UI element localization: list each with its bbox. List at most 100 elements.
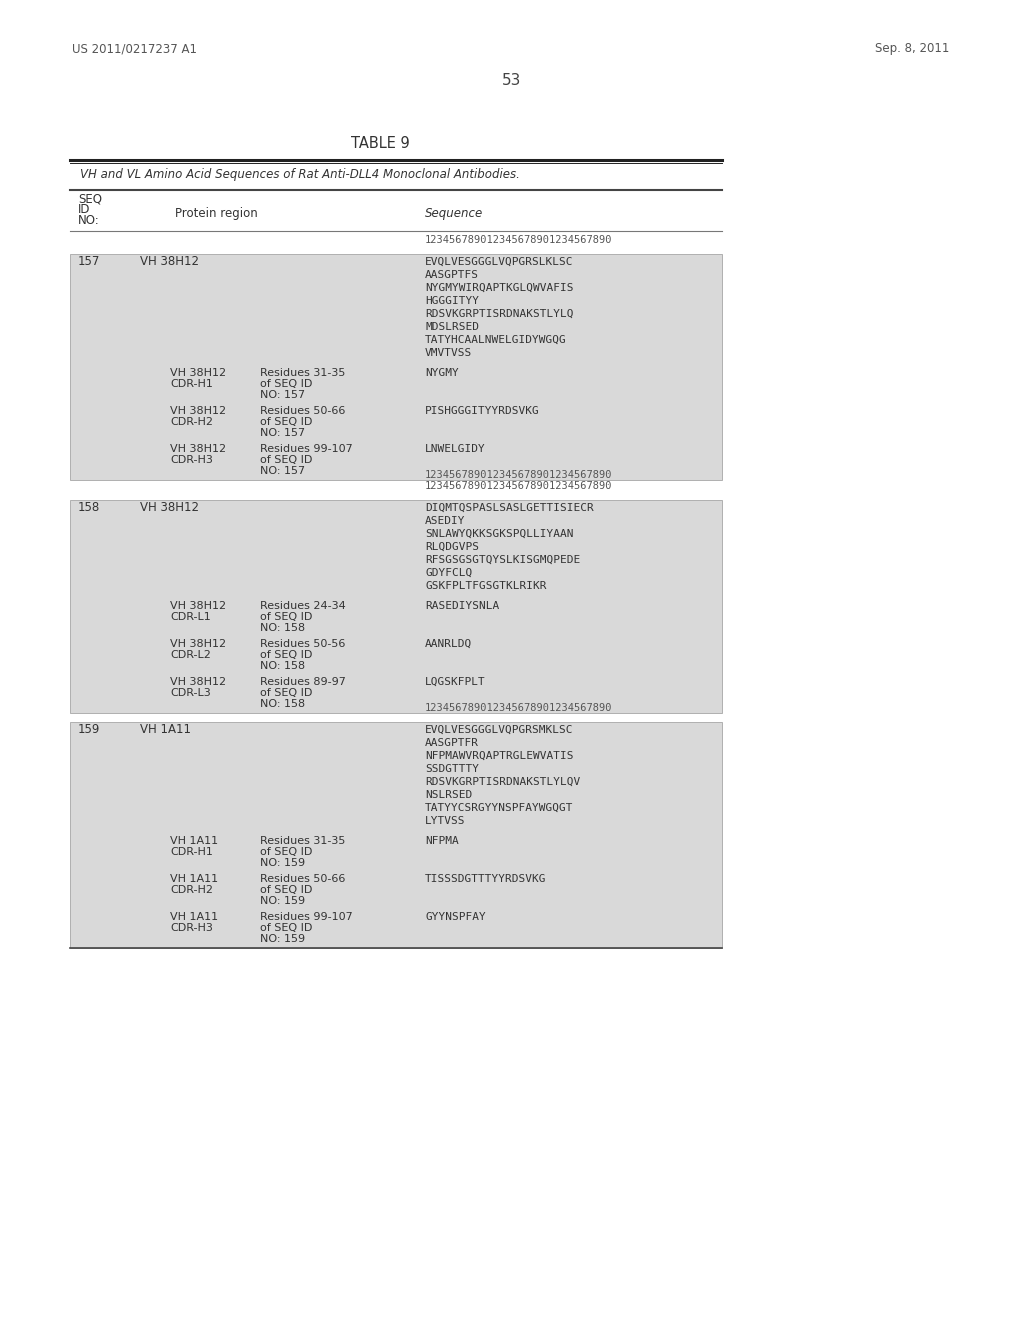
Text: NO: 158: NO: 158: [260, 700, 305, 709]
Text: TATYHCAALNWELGIDYWGQG: TATYHCAALNWELGIDYWGQG: [425, 335, 566, 345]
Text: RDSVKGRPTISRDNAKSTLYLQV: RDSVKGRPTISRDNAKSTLYLQV: [425, 777, 581, 787]
Text: TABLE 9: TABLE 9: [350, 136, 410, 150]
Text: NO: 157: NO: 157: [260, 466, 305, 477]
Text: AASGPTFS: AASGPTFS: [425, 271, 479, 280]
Text: Residues 99-107: Residues 99-107: [260, 444, 352, 454]
Text: 123456789012345678901234567890: 123456789012345678901234567890: [425, 704, 612, 713]
Text: RLQDGVPS: RLQDGVPS: [425, 543, 479, 552]
Text: PISHGGGITYYRDSVKG: PISHGGGITYYRDSVKG: [425, 407, 540, 416]
Text: 159: 159: [78, 723, 100, 737]
Text: CDR-H1: CDR-H1: [170, 847, 213, 857]
Text: NO: 157: NO: 157: [260, 389, 305, 400]
Text: 53: 53: [503, 73, 521, 88]
Text: CDR-H3: CDR-H3: [170, 455, 213, 465]
Text: VH 1A11: VH 1A11: [170, 874, 218, 884]
Text: VH 38H12: VH 38H12: [170, 407, 226, 416]
Text: EVQLVESGGGLVQPGRSMKLSC: EVQLVESGGGLVQPGRSMKLSC: [425, 725, 573, 735]
Text: TISSSDGTTTYYRDSVKG: TISSSDGTTTYYRDSVKG: [425, 874, 547, 884]
Text: Sequence: Sequence: [425, 207, 483, 220]
Text: NO: 159: NO: 159: [260, 896, 305, 906]
Text: Residues 99-107: Residues 99-107: [260, 912, 352, 921]
Text: AASGPTFR: AASGPTFR: [425, 738, 479, 748]
Text: VH 38H12: VH 38H12: [170, 639, 226, 649]
Text: Residues 50-66: Residues 50-66: [260, 874, 345, 884]
Text: Residues 89-97: Residues 89-97: [260, 677, 346, 686]
Text: GDYFCLQ: GDYFCLQ: [425, 568, 472, 578]
Text: of SEQ ID: of SEQ ID: [260, 417, 312, 426]
Text: Residues 50-66: Residues 50-66: [260, 407, 345, 416]
Text: of SEQ ID: of SEQ ID: [260, 923, 312, 933]
Bar: [70, 253, 722, 480]
Text: CDR-H1: CDR-H1: [170, 379, 213, 389]
Text: Residues 24-34: Residues 24-34: [260, 601, 346, 611]
Text: US 2011/0217237 A1: US 2011/0217237 A1: [72, 42, 197, 55]
Text: VH 38H12: VH 38H12: [170, 677, 226, 686]
Text: of SEQ ID: of SEQ ID: [260, 688, 312, 698]
Text: VH 38H12: VH 38H12: [170, 368, 226, 378]
Text: of SEQ ID: of SEQ ID: [260, 455, 312, 465]
Text: NSLRSED: NSLRSED: [425, 789, 472, 800]
Text: ASEDIY: ASEDIY: [425, 516, 466, 525]
Text: EVQLVESGGGLVQPGRSLKLSC: EVQLVESGGGLVQPGRSLKLSC: [425, 257, 573, 267]
Text: HGGGITYY: HGGGITYY: [425, 296, 479, 306]
Text: LNWELGIDY: LNWELGIDY: [425, 444, 485, 454]
Text: of SEQ ID: of SEQ ID: [260, 379, 312, 389]
Text: SEQ: SEQ: [78, 191, 102, 205]
Text: NFPMAWVRQAPTRGLEWVATIS: NFPMAWVRQAPTRGLEWVATIS: [425, 751, 573, 762]
Text: NYGMYWIRQAPTKGLQWVAFIS: NYGMYWIRQAPTKGLQWVAFIS: [425, 282, 573, 293]
Text: RDSVKGRPTISRDNAKSTLYLQ: RDSVKGRPTISRDNAKSTLYLQ: [425, 309, 573, 319]
Text: NO: 158: NO: 158: [260, 661, 305, 671]
Text: CDR-L3: CDR-L3: [170, 688, 211, 698]
Text: GSKFPLTFGSGTKLRIKR: GSKFPLTFGSGTKLRIKR: [425, 581, 547, 591]
Text: of SEQ ID: of SEQ ID: [260, 847, 312, 857]
Text: NFPMA: NFPMA: [425, 836, 459, 846]
Text: GYYNSPFAY: GYYNSPFAY: [425, 912, 485, 921]
Text: 123456789012345678901234567890: 123456789012345678901234567890: [425, 470, 612, 480]
Text: VH 38H12: VH 38H12: [140, 255, 199, 268]
Text: Protein region: Protein region: [175, 207, 258, 220]
Text: 123456789012345678901234567890: 123456789012345678901234567890: [425, 235, 612, 246]
Text: ID: ID: [78, 203, 90, 216]
Text: VH 38H12: VH 38H12: [140, 502, 199, 513]
Text: VH 1A11: VH 1A11: [140, 723, 191, 737]
Bar: [70, 722, 722, 948]
Text: NO: 157: NO: 157: [260, 428, 305, 438]
Text: Residues 31-35: Residues 31-35: [260, 836, 345, 846]
Text: VH 38H12: VH 38H12: [170, 444, 226, 454]
Text: 123456789012345678901234567890: 123456789012345678901234567890: [425, 480, 612, 491]
Text: VH 1A11: VH 1A11: [170, 836, 218, 846]
Text: SNLAWYQKKSGKSPQLLIYAAN: SNLAWYQKKSGKSPQLLIYAAN: [425, 529, 573, 539]
Text: DIQMTQSPASLSASLGETTISIECR: DIQMTQSPASLSASLGETTISIECR: [425, 503, 594, 513]
Text: VH and VL Amino Acid Sequences of Rat Anti-DLL4 Monoclonal Antibodies.: VH and VL Amino Acid Sequences of Rat An…: [80, 168, 520, 181]
Text: NYGMY: NYGMY: [425, 368, 459, 378]
Text: CDR-L1: CDR-L1: [170, 612, 211, 622]
Text: LYTVSS: LYTVSS: [425, 816, 466, 826]
Text: CDR-H2: CDR-H2: [170, 417, 213, 426]
Text: CDR-H3: CDR-H3: [170, 923, 213, 933]
Text: Sep. 8, 2011: Sep. 8, 2011: [874, 42, 949, 55]
Text: Residues 31-35: Residues 31-35: [260, 368, 345, 378]
Text: 157: 157: [78, 255, 100, 268]
Text: SSDGTTTY: SSDGTTTY: [425, 764, 479, 774]
Text: 158: 158: [78, 502, 100, 513]
Text: VH 1A11: VH 1A11: [170, 912, 218, 921]
Text: VH 38H12: VH 38H12: [170, 601, 226, 611]
Text: MDSLRSED: MDSLRSED: [425, 322, 479, 333]
Text: of SEQ ID: of SEQ ID: [260, 612, 312, 622]
Text: CDR-L2: CDR-L2: [170, 649, 211, 660]
Text: Residues 50-56: Residues 50-56: [260, 639, 345, 649]
Text: NO: 158: NO: 158: [260, 623, 305, 634]
Text: NO: 159: NO: 159: [260, 935, 305, 944]
Text: of SEQ ID: of SEQ ID: [260, 649, 312, 660]
Text: NO:: NO:: [78, 214, 99, 227]
Text: LQGSKFPLT: LQGSKFPLT: [425, 677, 485, 686]
Text: RFSGSGSGTQYSLKISGMQPEDE: RFSGSGSGTQYSLKISGMQPEDE: [425, 554, 581, 565]
Text: of SEQ ID: of SEQ ID: [260, 884, 312, 895]
Text: RASEDIYSNLA: RASEDIYSNLA: [425, 601, 500, 611]
Text: CDR-H2: CDR-H2: [170, 884, 213, 895]
Text: NO: 159: NO: 159: [260, 858, 305, 869]
Text: VMVTVSS: VMVTVSS: [425, 348, 472, 358]
Bar: [70, 500, 722, 713]
Text: TATYYCSRGYYNSPFAYWGQGT: TATYYCSRGYYNSPFAYWGQGT: [425, 803, 573, 813]
Text: AANRLDQ: AANRLDQ: [425, 639, 472, 649]
